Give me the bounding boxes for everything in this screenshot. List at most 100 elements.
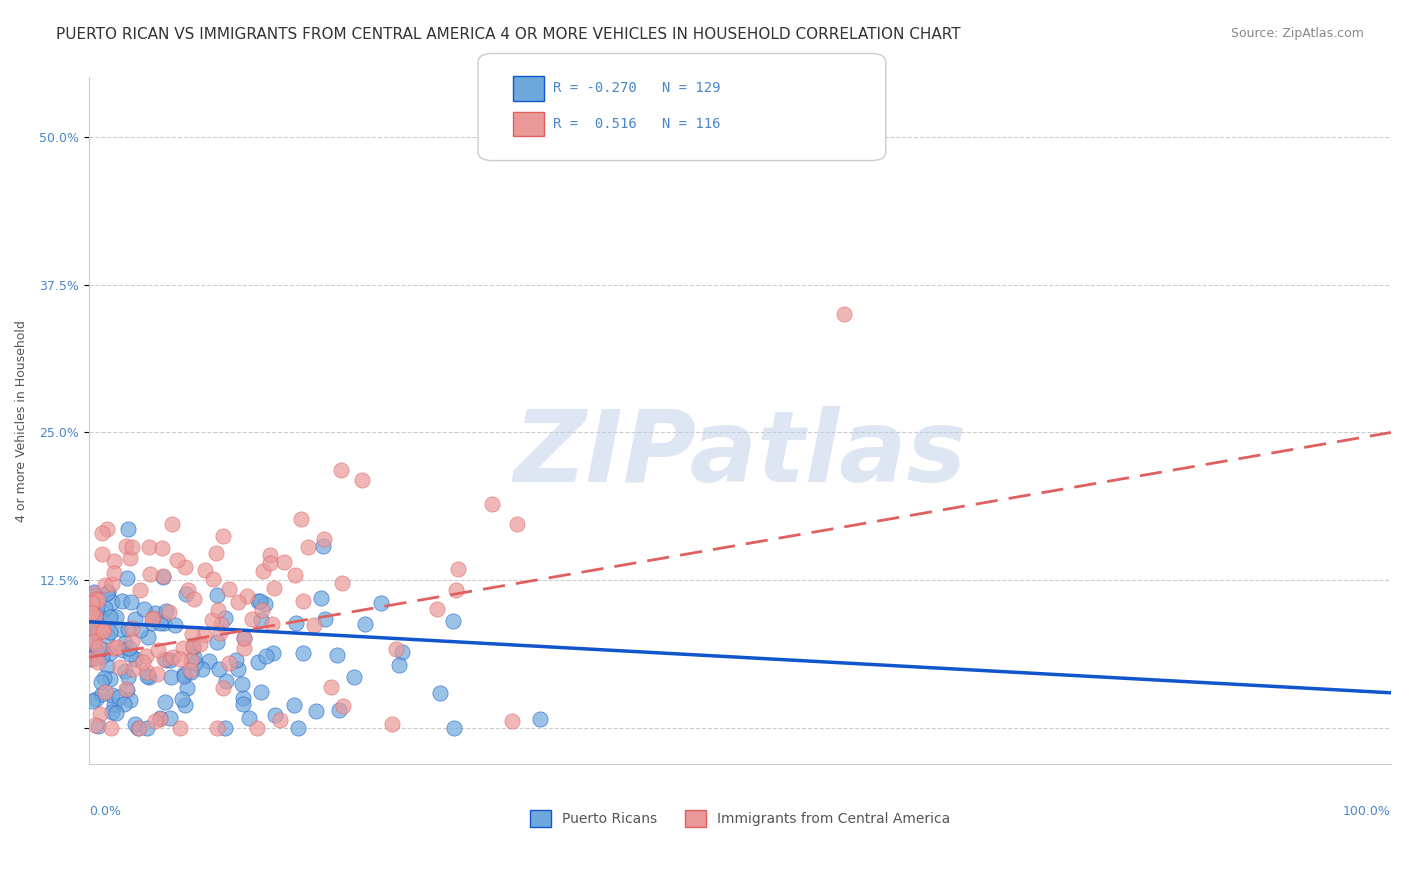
Point [83,585,105,599]
Point [381,717,404,731]
Point [98,646,121,660]
Point [172,641,194,656]
Point [117,670,139,684]
Point [260,616,283,631]
Point [309,591,332,605]
Point [125,652,148,666]
Point [117,622,139,636]
Point [209,626,232,640]
Point [107,690,129,704]
Point [104,610,127,624]
Point [252,564,274,578]
Point [103,640,125,655]
Point [429,686,451,700]
Text: Source: ZipAtlas.com: Source: ZipAtlas.com [1230,27,1364,40]
Point [157,605,180,619]
Point [141,616,163,631]
Point [117,522,139,536]
Point [218,582,240,596]
Point [104,706,127,720]
Point [87,593,110,607]
Point [425,602,447,616]
Point [269,713,291,727]
Point [143,714,166,728]
Point [173,669,195,683]
Point [205,721,228,735]
Point [149,711,172,725]
Point [214,611,236,625]
Point [94,685,117,699]
Point [173,667,195,681]
Point [132,655,155,669]
Point [218,656,240,670]
Point [162,517,184,532]
Point [201,613,224,627]
Point [249,685,271,699]
Point [385,641,408,656]
Point [86,643,108,657]
Point [97,585,120,599]
Point [80,651,103,665]
Point [90,642,112,657]
Point [118,693,141,707]
Point [249,593,271,607]
Point [114,635,136,649]
Point [155,653,177,667]
Point [481,497,503,511]
Point [127,721,149,735]
Point [176,582,198,597]
Point [84,609,107,624]
Point [447,562,470,576]
Point [180,665,202,680]
Point [264,707,287,722]
Point [343,670,366,684]
Point [352,473,374,487]
Point [121,621,143,635]
Point [128,582,150,597]
Point [129,623,152,637]
Point [79,652,101,666]
Point [155,695,177,709]
Point [259,557,281,571]
Point [86,615,108,630]
Point [84,640,107,655]
Point [391,645,413,659]
Point [207,603,229,617]
Point [87,719,110,733]
Point [163,618,186,632]
Point [83,587,105,601]
Point [80,694,103,708]
Point [135,721,157,735]
Point [179,663,201,677]
Text: 100.0%: 100.0% [1343,805,1391,818]
Point [231,697,253,711]
Point [169,721,191,735]
Point [181,640,204,654]
Point [250,613,273,627]
Point [132,602,155,616]
Point [314,612,336,626]
Point [253,597,276,611]
Point [114,664,136,678]
Point [121,662,143,676]
Point [190,637,212,651]
Point [153,616,176,631]
Point [146,643,169,657]
Point [98,609,121,624]
Point [172,691,194,706]
Point [83,589,105,603]
Point [240,612,263,626]
Point [250,603,273,617]
Point [152,569,174,583]
Point [305,704,328,718]
Point [135,649,157,664]
Point [82,597,104,611]
Text: 0.0%: 0.0% [89,805,121,818]
Point [194,563,217,577]
Point [90,687,112,701]
Point [91,624,114,639]
Point [136,630,159,644]
Point [101,688,124,702]
Point [136,668,159,682]
Point [124,612,146,626]
